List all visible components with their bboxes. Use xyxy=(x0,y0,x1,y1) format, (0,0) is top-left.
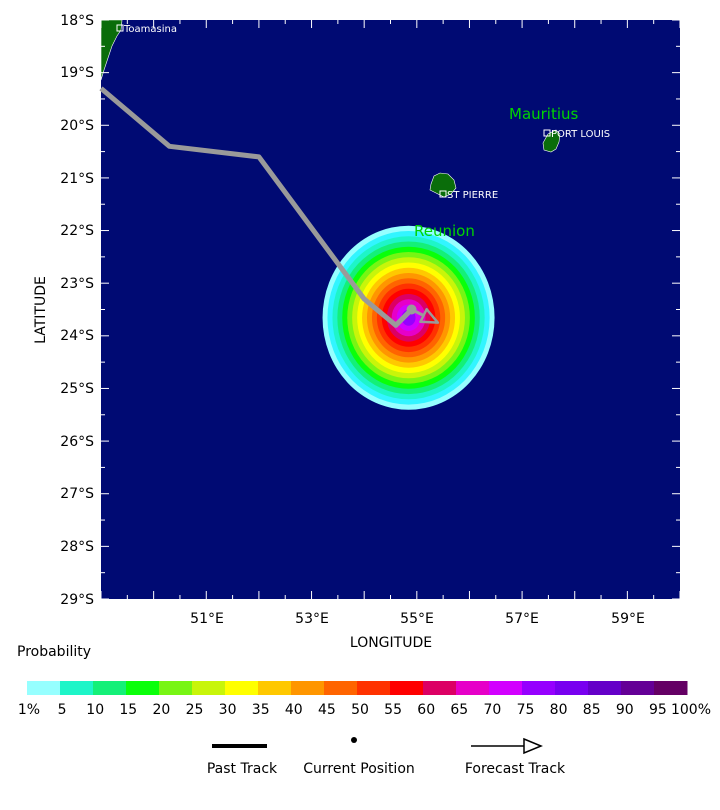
colorbar-segment xyxy=(126,681,160,695)
past-track-legend-label: Past Track xyxy=(207,761,278,777)
madagascar-landmass xyxy=(100,19,123,81)
colorbar-segment xyxy=(654,681,688,695)
colorbar-segment xyxy=(27,681,60,695)
forecast-track-legend-arrowhead xyxy=(523,737,543,755)
map-panel: Toamasina Mauritius PORT LOUIS ST PIERRE… xyxy=(99,19,681,600)
colorbar-segment xyxy=(225,681,259,695)
colorbar-tick-label: 70 xyxy=(483,702,501,718)
forecast-track-legend-label: Forecast Track xyxy=(465,761,566,777)
toamasina-label: Toamasina xyxy=(123,24,177,35)
lat-tick-label: 26°S xyxy=(60,434,94,450)
colorbar-labels: 1% 5 10 15 20 25 30 35 40 45 50 55 60 65 70 75 80 85 90 95 1… xyxy=(18,702,711,718)
forecast-track-arrowhead xyxy=(419,307,440,324)
lat-tick-label: 28°S xyxy=(60,539,94,555)
probability-legend: Probability 1% 5 10 15 20 25 30 35 40 45 50 55 60 65 7… xyxy=(17,644,711,718)
current-position-legend-label: Current Position xyxy=(303,761,415,777)
colorbar-segment xyxy=(588,681,622,695)
legend-title: Probability xyxy=(17,644,91,660)
port-louis-marker xyxy=(543,129,551,137)
colorbar-tick-label: 5 xyxy=(58,702,67,718)
colorbar-segment xyxy=(357,681,391,695)
colorbar-segment xyxy=(489,681,523,695)
colorbar-segment xyxy=(291,681,325,695)
colorbar-tick-label: 30 xyxy=(219,702,237,718)
lat-tick-label: 23°S xyxy=(60,276,94,292)
lon-tick-label: 55°E xyxy=(400,611,434,627)
colorbar-segment xyxy=(423,681,457,695)
lat-tick-label: 27°S xyxy=(60,486,94,502)
colorbar-tick-label: 100% xyxy=(671,702,711,718)
colorbar-tick-label: 95 xyxy=(649,702,667,718)
colorbar-tick-label: 35 xyxy=(252,702,270,718)
lon-tick-labels: 51°E 53°E 55°E 57°E 59°E xyxy=(190,611,645,627)
colorbar-tick-label: 65 xyxy=(450,702,468,718)
current-position-legend-icon xyxy=(351,737,357,743)
colorbar-segment xyxy=(93,681,127,695)
colorbar-tick-label: 20 xyxy=(152,702,170,718)
colorbar-tick-label: 80 xyxy=(550,702,568,718)
lon-tick-label: 57°E xyxy=(505,611,539,627)
colorbar-tick-label: 75 xyxy=(517,702,535,718)
colorbar-tick-label: 55 xyxy=(384,702,402,718)
forecast-track-arrow xyxy=(410,307,440,324)
colorbar-tick-label: 60 xyxy=(417,702,435,718)
colorbar-segment xyxy=(456,681,490,695)
forecast-track-line xyxy=(410,308,425,317)
lon-tick-label: 51°E xyxy=(190,611,224,627)
colorbar-tick-label: 50 xyxy=(351,702,369,718)
lat-tick-labels: 18°S 19°S 20°S 21°S 22°S 23°S 24°S 25°S … xyxy=(60,13,94,608)
colorbar-segment xyxy=(159,681,193,695)
x-axis-title: LONGITUDE xyxy=(350,635,432,651)
map-ticks xyxy=(100,19,681,600)
st-pierre-label: ST PIERRE xyxy=(447,190,498,201)
colorbar-segment xyxy=(522,681,556,695)
probability-swath xyxy=(322,225,495,410)
lat-tick-label: 29°S xyxy=(60,592,94,608)
y-axis-title: LATITUDE xyxy=(33,276,49,344)
colorbar-tick-label: 10 xyxy=(86,702,104,718)
lat-tick-label: 20°S xyxy=(60,118,94,134)
reunion-label: Reunion xyxy=(414,222,475,240)
colorbar-segment xyxy=(621,681,655,695)
lon-tick-label: 59°E xyxy=(611,611,645,627)
colorbar-segment xyxy=(192,681,226,695)
colorbar-segment xyxy=(390,681,424,695)
lat-tick-label: 25°S xyxy=(60,381,94,397)
colorbar-tick-label: 25 xyxy=(186,702,204,718)
colorbar-tick-label: 40 xyxy=(285,702,303,718)
colorbar-tick-label: 85 xyxy=(583,702,601,718)
colorbar xyxy=(27,681,688,695)
colorbar-tick-label: 45 xyxy=(318,702,336,718)
colorbar-tick-label: 15 xyxy=(119,702,137,718)
lat-tick-label: 18°S xyxy=(60,13,94,29)
track-legend: Past Track Current Position Forecast Tra… xyxy=(207,737,566,777)
lon-tick-label: 53°E xyxy=(295,611,329,627)
colorbar-tick-label: 1% xyxy=(18,702,40,718)
reunion-island xyxy=(429,172,457,198)
colorbar-segment xyxy=(555,681,589,695)
lat-tick-label: 24°S xyxy=(60,328,94,344)
lat-tick-label: 19°S xyxy=(60,65,94,81)
st-pierre-marker xyxy=(439,190,447,198)
lat-tick-label: 22°S xyxy=(60,223,94,239)
port-louis-label: PORT LOUIS xyxy=(551,129,610,140)
colorbar-segment xyxy=(324,681,358,695)
lat-tick-label: 21°S xyxy=(60,171,94,187)
toamasina-marker xyxy=(116,24,124,32)
colorbar-segment xyxy=(60,681,94,695)
mauritius-label: Mauritius xyxy=(509,105,579,123)
colorbar-segment xyxy=(258,681,292,695)
past-track-line xyxy=(99,86,414,328)
colorbar-tick-label: 90 xyxy=(616,702,634,718)
